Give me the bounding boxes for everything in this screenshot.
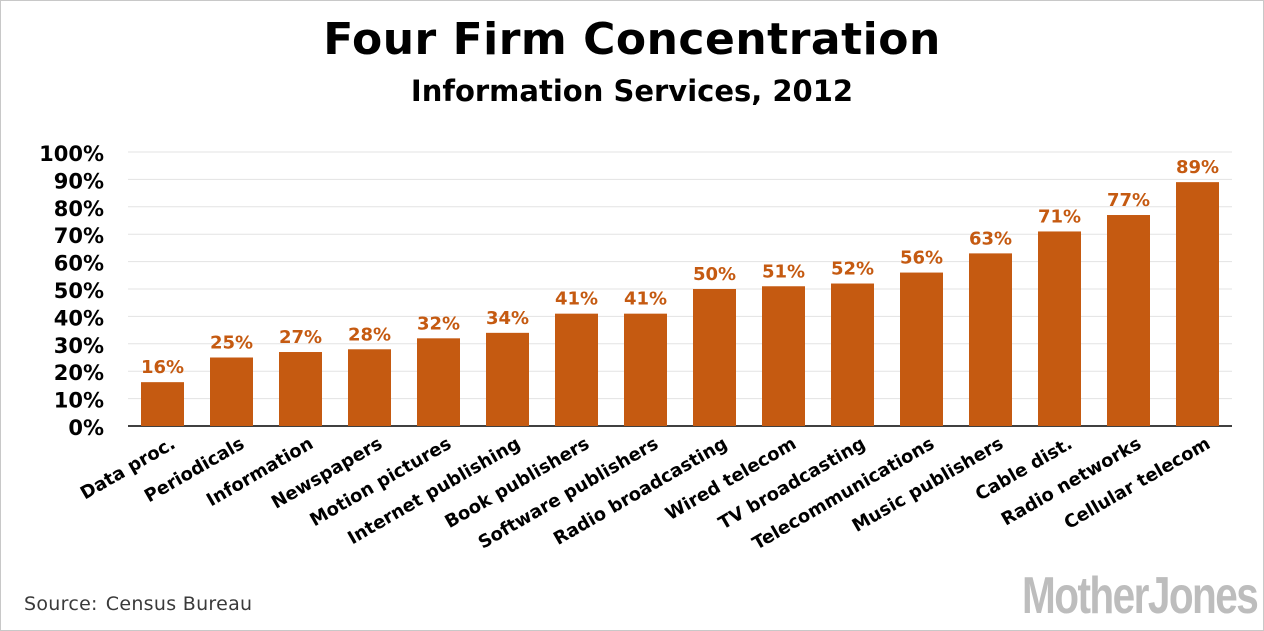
y-tick-label: 50% xyxy=(54,279,104,303)
y-tick-label: 70% xyxy=(54,224,104,248)
data-label: 27% xyxy=(279,327,322,348)
bar xyxy=(693,289,736,426)
bar xyxy=(831,283,874,426)
source-text: Census Bureau xyxy=(105,593,253,615)
bar xyxy=(1107,215,1150,426)
bar xyxy=(1038,231,1081,426)
bar xyxy=(486,332,529,426)
y-tick-label: 60% xyxy=(54,252,104,276)
source-label: Source: xyxy=(24,593,98,615)
y-tick-label: 40% xyxy=(54,306,104,330)
data-label: 50% xyxy=(693,264,736,285)
data-label: 16% xyxy=(141,357,184,378)
bar xyxy=(624,313,667,426)
bar xyxy=(210,357,253,426)
data-label: 89% xyxy=(1176,157,1219,178)
bar xyxy=(279,352,322,426)
data-label: 71% xyxy=(1038,206,1081,227)
bar xyxy=(555,313,598,426)
bar xyxy=(141,382,184,426)
data-label: 51% xyxy=(762,261,805,282)
data-label: 56% xyxy=(900,248,943,269)
y-tick-label: 80% xyxy=(54,197,104,221)
source-note: Source: Census Bureau xyxy=(24,593,252,615)
data-label: 63% xyxy=(969,228,1012,249)
y-tick-label: 30% xyxy=(54,334,104,358)
y-tick-label: 100% xyxy=(39,142,104,166)
data-label: 77% xyxy=(1107,190,1150,211)
data-label: 32% xyxy=(417,313,460,334)
y-tick-label: 0% xyxy=(68,416,104,440)
data-label: 28% xyxy=(348,324,391,345)
data-label: 25% xyxy=(210,333,253,354)
y-tick-label: 20% xyxy=(54,361,104,385)
bar xyxy=(348,349,391,426)
mother-jones-logo: MotherJones xyxy=(1022,567,1259,625)
data-label: 52% xyxy=(831,259,874,280)
bar xyxy=(900,272,943,426)
data-label: 41% xyxy=(555,289,598,310)
data-label: 34% xyxy=(486,308,529,329)
bar xyxy=(762,286,805,426)
chart-subtitle: Information Services, 2012 xyxy=(410,74,854,108)
y-tick-label: 90% xyxy=(54,169,104,193)
y-tick-label: 10% xyxy=(54,389,104,413)
bar xyxy=(1176,182,1219,426)
data-label: 41% xyxy=(624,289,667,310)
bar xyxy=(417,338,460,426)
chart-title: Four Firm Concentration xyxy=(323,14,941,65)
bar xyxy=(969,253,1012,426)
